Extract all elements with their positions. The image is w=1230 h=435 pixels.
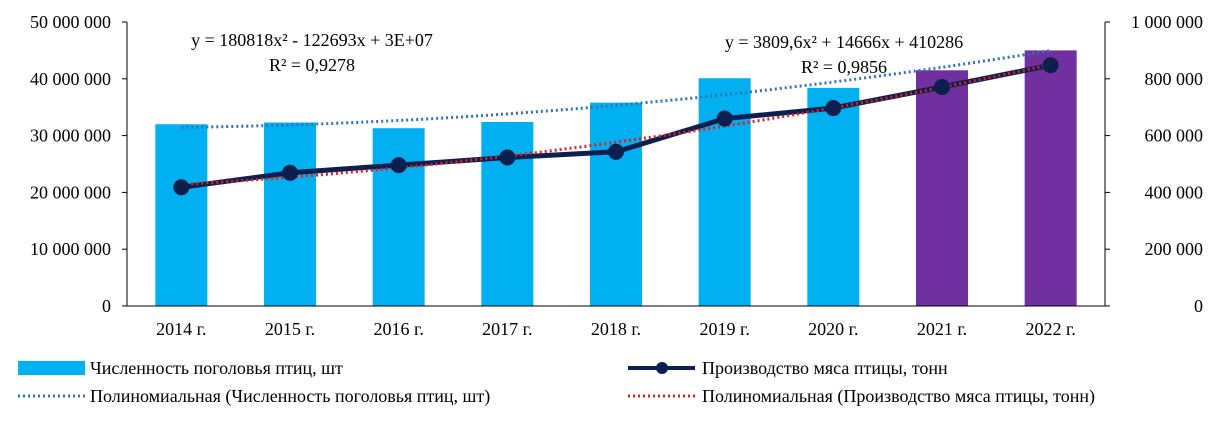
trend-equation-bars: y = 180818x² - 122693x + 3E+07	[191, 30, 433, 50]
trendline-bars-path	[181, 49, 1051, 129]
trendline-line	[173, 57, 1059, 196]
bar	[807, 87, 860, 306]
axes	[126, 22, 1106, 307]
left-tick-label: 30 000 000	[30, 126, 111, 146]
right-tick-label: 200 000	[1145, 239, 1204, 259]
bar-series	[155, 50, 1077, 307]
right-tick-label: 0	[1194, 296, 1203, 316]
category-label: 2016 г.	[373, 319, 423, 339]
category-label: 2021 г.	[917, 319, 967, 339]
trend-equation-line: y = 3809,6x² + 14666x + 410286	[725, 32, 963, 52]
line-point	[934, 79, 950, 96]
category-label: 2014 г.	[156, 319, 206, 339]
legend-label-trend-bars: Полиномиальная (Численность поголовья пт…	[90, 386, 490, 407]
legend-swatch-line-marker	[656, 362, 668, 374]
category-label: 2020 г.	[808, 319, 858, 339]
bar	[1024, 50, 1077, 307]
left-tick-label: 20 000 000	[30, 182, 111, 202]
bar	[264, 122, 316, 306]
category-labels: 2014 г. 2015 г. 2016 г. 2017 г. 2018 г. 2019 …	[156, 319, 1076, 339]
line-point	[608, 143, 624, 160]
category-label: 2015 г.	[265, 319, 315, 339]
category-label: 2022 г.	[1025, 319, 1075, 339]
bar	[590, 102, 642, 306]
category-label: 2017 г.	[482, 319, 532, 339]
line-point	[173, 179, 190, 196]
line-point	[1042, 57, 1059, 74]
line-point	[825, 100, 842, 117]
right-tick-label: 1 000 000	[1131, 12, 1203, 32]
category-label: 2018 г.	[591, 319, 641, 339]
right-axis-ticks: 0 200 000 400 000 600 000 800 000 1 000 000	[1105, 12, 1203, 316]
legend-swatch-bars	[18, 361, 85, 375]
trend-r2-line: R² = 0,9856	[801, 57, 887, 77]
left-tick-label: 50 000 000	[30, 12, 111, 32]
left-tick-label: 0	[102, 296, 111, 316]
left-tick-label: 40 000 000	[30, 69, 111, 89]
left-tick-label: 10 000 000	[30, 239, 111, 259]
bar	[916, 70, 968, 306]
right-tick-label: 600 000	[1145, 126, 1204, 146]
trendline-bars	[181, 49, 1051, 129]
right-tick-label: 400 000	[1145, 182, 1204, 202]
line-point	[282, 164, 298, 181]
legend-label-bars: Численность поголовья птиц, шт	[90, 358, 343, 378]
right-tick-label: 800 000	[1145, 69, 1204, 89]
bar	[372, 128, 425, 306]
legend-label-trend-line: Полиномиальная (Производство мяса птицы,…	[702, 386, 1095, 407]
trendline-line-path	[181, 63, 1052, 186]
line-point	[390, 157, 407, 174]
trend-r2-bars: R² = 0,9278	[269, 55, 355, 75]
line-point	[499, 149, 516, 166]
legend: Численность поголовья птиц, шт Производс…	[18, 358, 1095, 407]
left-axis-ticks: 0 10 000 000 20 000 000 30 000 000 40 000 00…	[30, 12, 127, 316]
bar	[155, 124, 208, 307]
category-label: 2019 г.	[699, 319, 749, 339]
line-point	[716, 110, 733, 127]
legend-label-line: Производство мяса птицы, тонн	[702, 358, 948, 378]
